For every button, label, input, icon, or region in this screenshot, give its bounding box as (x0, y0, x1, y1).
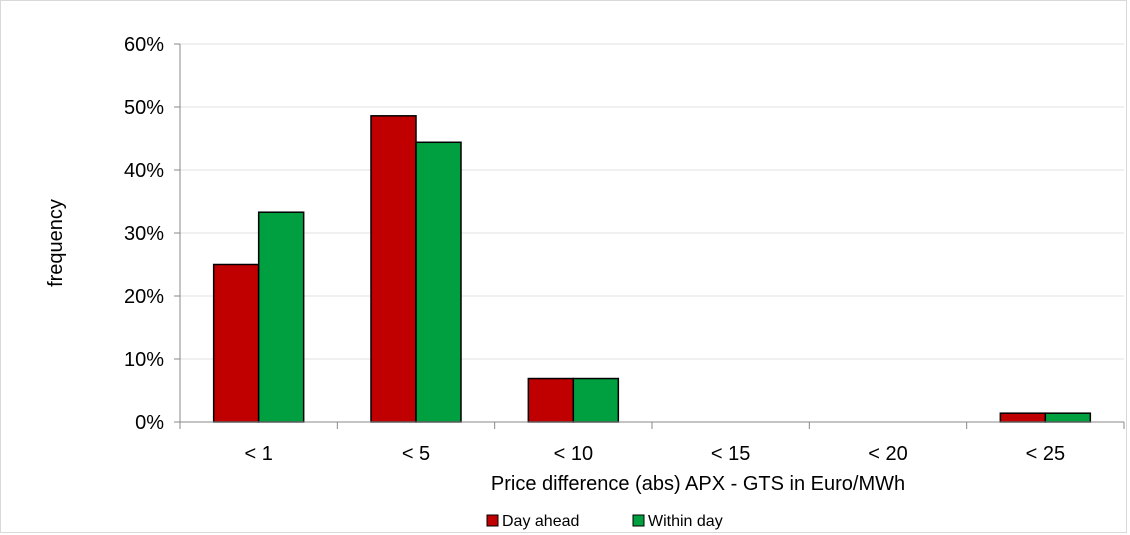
legend: Day ahead Within day (486, 513, 723, 530)
x-tick-labels: < 1 < 5 < 10 < 15 < 20 < 25 (244, 443, 1065, 465)
x-axis-label: Price difference (abs) APX - GTS in Euro… (491, 473, 905, 495)
legend-label: Day ahead (502, 513, 579, 530)
x-tick-label: < 15 (711, 443, 750, 465)
bar-day-ahead (212, 263, 260, 423)
gridlines (180, 43, 1124, 360)
bar-within-day (415, 141, 462, 423)
bar-within-day (1044, 412, 1092, 423)
y-tick-label: 20% (124, 286, 164, 308)
y-tick-label: 40% (124, 160, 164, 182)
x-tick-label: < 5 (402, 443, 430, 465)
y-tick-label: 50% (124, 97, 164, 119)
bar-within-day (572, 377, 620, 423)
legend-swatch (486, 514, 499, 527)
y-tick-labels: 0% 10% 20% 30% 40% 50% 60% (124, 34, 164, 434)
bar-day-ahead (527, 377, 575, 423)
x-tick-label: < 1 (244, 443, 272, 465)
x-tick-label: < 10 (554, 443, 593, 465)
legend-swatch (632, 514, 645, 527)
bars (212, 115, 1092, 423)
axes (174, 43, 1125, 429)
y-tick-label: 10% (124, 349, 164, 371)
y-tick-label: 30% (124, 223, 164, 245)
y-tick-label: 0% (135, 412, 164, 434)
x-tick-label: < 25 (1026, 443, 1065, 465)
y-tick-label: 60% (124, 34, 164, 56)
bar-day-ahead (370, 115, 417, 423)
bar-day-ahead (999, 412, 1047, 423)
y-axis-label: frequency (45, 199, 67, 287)
bar-within-day (257, 211, 305, 423)
x-tick-label: < 20 (868, 443, 907, 465)
legend-label: Within day (648, 513, 723, 530)
